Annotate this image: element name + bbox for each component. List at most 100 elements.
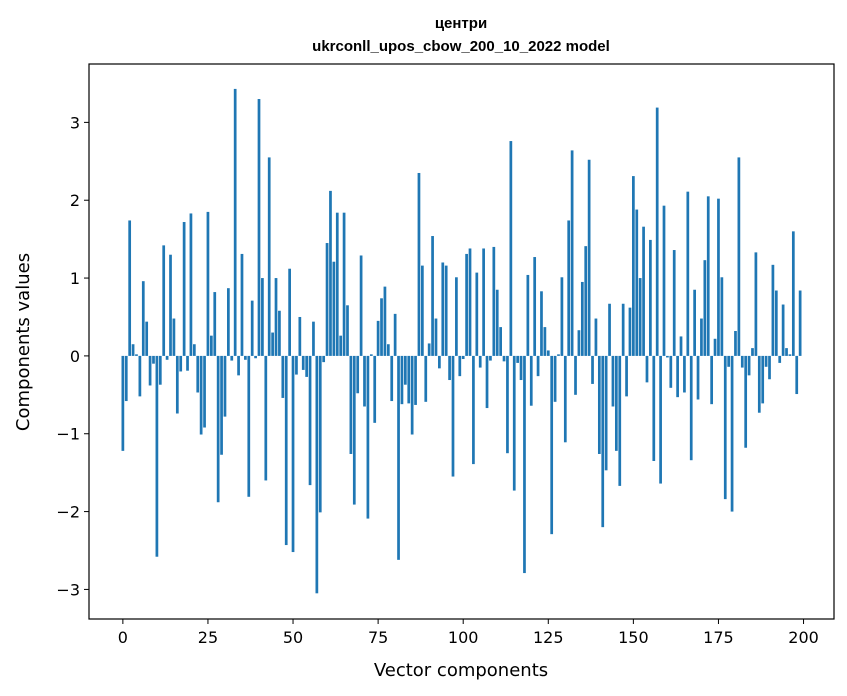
bar xyxy=(209,335,213,356)
bar xyxy=(223,355,227,417)
y-tick-label: 1 xyxy=(70,269,80,288)
bar xyxy=(393,313,397,356)
x-tick-label: 150 xyxy=(618,628,649,647)
bar xyxy=(359,255,363,356)
bar xyxy=(261,278,264,356)
bar xyxy=(717,198,720,356)
bar xyxy=(461,355,465,360)
bar xyxy=(165,355,169,360)
chart-title: центри xyxy=(435,15,487,32)
bar xyxy=(614,355,618,451)
bar xyxy=(128,220,132,356)
bar xyxy=(584,246,588,356)
y-axis-ticks: −3 −2 −1 0 1 2 3 xyxy=(56,113,89,599)
bar xyxy=(700,318,703,356)
bar xyxy=(703,260,707,356)
bar xyxy=(339,335,343,356)
y-axis-label: Components values xyxy=(13,253,34,431)
bar xyxy=(509,141,513,356)
bar xyxy=(264,355,268,481)
bar xyxy=(560,277,564,356)
bar xyxy=(455,277,458,356)
bar xyxy=(175,355,179,414)
bar xyxy=(744,355,748,448)
bar xyxy=(791,231,795,356)
bar xyxy=(179,355,183,372)
bar xyxy=(676,355,679,398)
bar xyxy=(298,316,302,356)
bar xyxy=(438,355,441,369)
bar xyxy=(710,355,714,405)
bar xyxy=(376,320,380,356)
bar xyxy=(315,355,319,594)
bar xyxy=(230,355,234,361)
bar xyxy=(693,289,696,356)
bar xyxy=(774,290,778,356)
bar xyxy=(495,289,499,356)
bar xyxy=(785,348,788,356)
bar xyxy=(403,355,407,385)
bar xyxy=(727,355,731,367)
bar xyxy=(475,272,479,356)
bar xyxy=(543,327,547,356)
bar xyxy=(131,344,135,356)
bar xyxy=(679,336,683,356)
bar xyxy=(325,243,329,356)
bar xyxy=(390,355,394,402)
bar xyxy=(465,253,468,356)
bar xyxy=(192,344,196,356)
bar xyxy=(553,355,557,402)
bar xyxy=(723,355,727,500)
bar xyxy=(533,257,537,356)
bar xyxy=(152,355,155,364)
bar xyxy=(206,211,210,356)
bar xyxy=(489,355,492,361)
bar xyxy=(604,355,608,471)
bar xyxy=(400,355,404,405)
bar xyxy=(145,321,149,356)
bar xyxy=(417,172,421,356)
bar xyxy=(570,150,574,356)
bar xyxy=(645,355,649,383)
bar xyxy=(305,355,309,377)
bar xyxy=(274,278,278,356)
bar xyxy=(312,321,315,356)
bar xyxy=(757,355,761,413)
bar xyxy=(662,205,666,356)
bar xyxy=(227,288,230,356)
plot-frame xyxy=(88,63,835,620)
bar xyxy=(203,355,206,428)
bar xyxy=(635,209,639,356)
bar xyxy=(689,355,693,461)
bar xyxy=(594,318,598,356)
bar xyxy=(529,355,533,406)
bar xyxy=(124,355,128,402)
bar xyxy=(366,355,370,519)
bar xyxy=(672,250,676,356)
bar xyxy=(632,176,635,356)
bar xyxy=(363,355,366,407)
bar xyxy=(148,355,152,386)
bar xyxy=(199,355,203,435)
bar xyxy=(329,190,332,356)
bar xyxy=(308,355,312,486)
bar xyxy=(441,262,445,356)
bar xyxy=(369,354,373,356)
bar xyxy=(162,245,166,356)
bar xyxy=(591,355,594,384)
bar xyxy=(713,338,717,356)
bar xyxy=(751,348,754,356)
bar xyxy=(424,355,428,402)
bar xyxy=(516,355,520,363)
bar xyxy=(771,264,775,356)
x-tick-label: 100 xyxy=(448,628,479,647)
bars-group xyxy=(121,88,802,594)
bar xyxy=(186,355,189,371)
x-tick-label: 25 xyxy=(198,628,218,647)
bar xyxy=(335,212,339,356)
bar xyxy=(182,222,186,356)
bar xyxy=(346,305,349,356)
bar xyxy=(472,355,475,465)
